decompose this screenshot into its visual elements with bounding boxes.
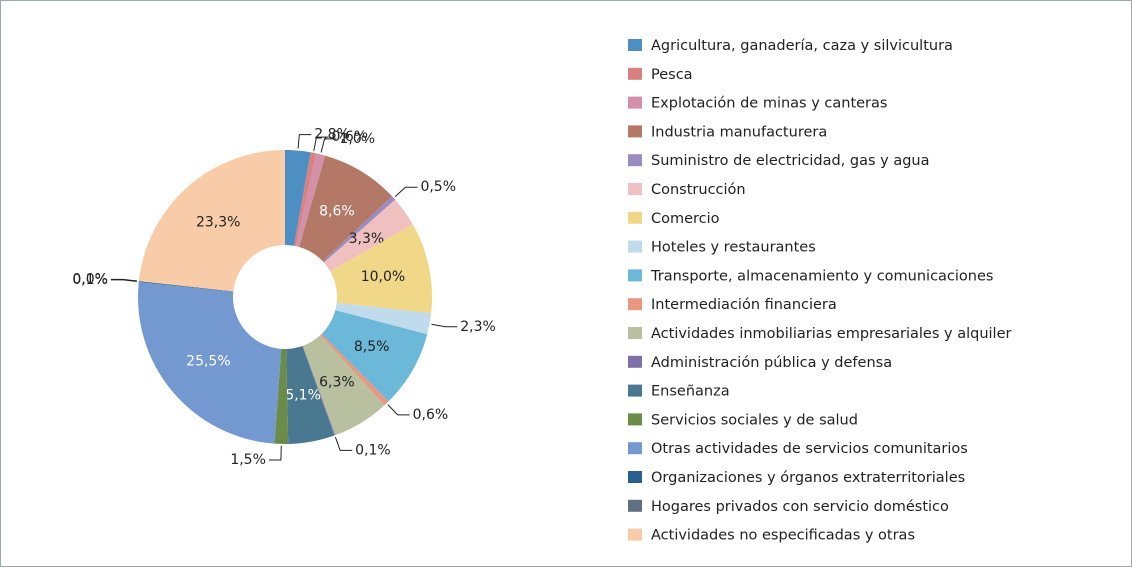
legend-label: Enseñanza: [651, 384, 730, 400]
value-label: 2,3%: [460, 319, 496, 335]
legend-swatch: [628, 327, 642, 339]
legend-label: Industria manufacturera: [651, 124, 827, 140]
legend-label: Administración pública y defensa: [651, 355, 892, 371]
value-label: 5,1%: [285, 387, 321, 403]
legend-label: Otras actividades de servicios comunitar…: [651, 441, 968, 457]
value-label: 0,6%: [413, 407, 449, 423]
slice: [286, 345, 335, 444]
legend-label: Actividades no especificadas y otras: [651, 528, 915, 544]
leader-line: [320, 138, 337, 153]
legend-swatch: [628, 240, 642, 253]
slice: [138, 281, 234, 292]
slice: [330, 224, 432, 314]
legend-swatch: [628, 528, 642, 541]
legend-swatch: [628, 499, 642, 512]
value-label: 1,5%: [230, 452, 266, 468]
legend-label: Transporte, almacenamiento y comunicacio…: [650, 268, 993, 284]
legend-swatch: [628, 39, 642, 51]
slice: [321, 310, 428, 402]
legend-swatch: [628, 442, 642, 455]
legend-swatch: [628, 471, 642, 483]
legend-label: Agricultura, ganadería, caza y silvicult…: [651, 38, 953, 54]
value-label: 1,0%: [340, 131, 376, 147]
slice: [274, 348, 289, 445]
slice: [138, 150, 285, 292]
slice: [294, 152, 317, 247]
leader-line: [394, 186, 418, 197]
slice: [335, 302, 432, 335]
value-label: 0,0%: [72, 271, 108, 287]
value-label: 2,8%: [314, 127, 350, 143]
legend-label: Explotación de minas y canteras: [651, 96, 887, 112]
slice: [302, 335, 385, 436]
legend-label: Intermediación financiera: [651, 297, 837, 313]
legend-swatch: [628, 384, 642, 397]
legend-swatch: [628, 154, 642, 167]
legend-label: Suministro de electricidad, gas y agua: [651, 153, 930, 169]
value-label: 0,5%: [420, 179, 456, 195]
legend-label: Servicios sociales y de salud: [651, 412, 858, 428]
legend-swatch: [628, 298, 642, 311]
value-label: 8,5%: [354, 339, 390, 355]
slice: [323, 199, 413, 272]
legend-label: Hogares privados con servicio doméstico: [651, 499, 949, 515]
leader-line: [313, 136, 329, 151]
legend-swatch: [628, 355, 642, 368]
leader-line: [431, 323, 458, 328]
value-label: 6,3%: [319, 374, 355, 390]
legend-swatch: [628, 211, 642, 224]
value-label: 0,1%: [355, 442, 391, 458]
slice: [296, 153, 326, 247]
leader-line: [110, 278, 137, 282]
legend-label: Pesca: [651, 67, 693, 83]
legend-swatch: [628, 96, 642, 109]
leader-line: [334, 437, 353, 451]
legend-label: Hoteles y restaurantes: [651, 240, 816, 256]
leader-line: [387, 404, 410, 416]
value-label: 10,0%: [361, 269, 405, 285]
value-label: 3,3%: [349, 231, 385, 247]
value-label: 0,1%: [72, 272, 108, 288]
legend-swatch: [628, 413, 642, 426]
leader-line: [268, 445, 282, 461]
slice: [138, 282, 282, 444]
legend-swatch: [628, 125, 642, 138]
leader-line: [297, 134, 312, 149]
value-label: 23,3%: [196, 215, 240, 231]
legend-swatch: [628, 183, 642, 195]
slice: [285, 150, 311, 246]
slice: [322, 196, 396, 263]
legend-label: Comercio: [651, 211, 720, 227]
legend-label: Construcción: [651, 182, 746, 198]
value-label: 8,6%: [319, 204, 355, 220]
value-label: 0,6%: [332, 129, 368, 145]
slice: [320, 333, 389, 406]
slice: [299, 155, 393, 262]
slice: [302, 345, 336, 436]
legend-swatch: [628, 269, 642, 282]
legend-label: Actividades inmobiliarias empresariales …: [651, 326, 1011, 342]
legend-swatch: [628, 67, 642, 80]
legend-label: Organizaciones y órganos extraterritoria…: [651, 470, 965, 486]
value-label: 25,5%: [186, 353, 230, 369]
